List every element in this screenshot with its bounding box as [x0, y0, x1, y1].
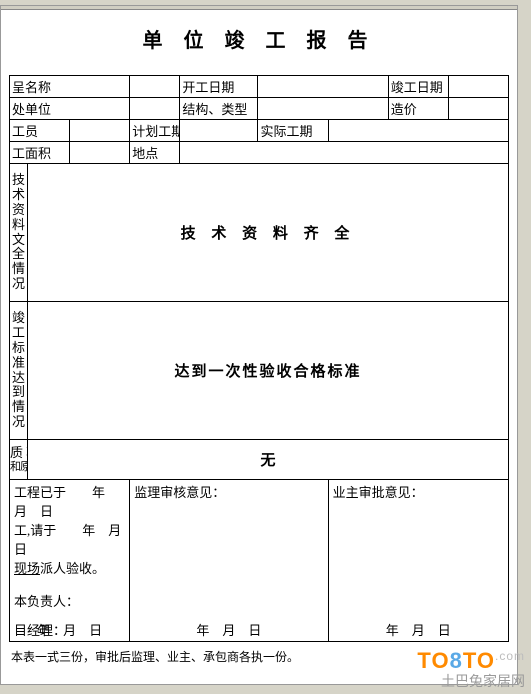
label-worker: 工员: [10, 120, 70, 142]
value-cell: [448, 98, 508, 120]
value-cell: [180, 142, 509, 164]
sig-date: 年 月 日: [329, 620, 508, 639]
label-actual: 实际工期: [258, 120, 328, 142]
section-tech: 技术资料文全情况 技 术 资 料 齐 全: [10, 164, 509, 302]
section-body: 达到一次性验收合格标准: [28, 302, 509, 440]
value-cell: [180, 120, 258, 142]
sig-date: 年 月 日: [10, 620, 129, 639]
value-cell: [130, 76, 180, 98]
value-cell: [328, 120, 508, 142]
table-row: 处单位 结构、类型 造价: [10, 98, 509, 120]
report-table: 呈名称 开工日期 竣工日期 处单位 结构、类型 造价 工员 计划工期: [9, 75, 509, 642]
label-cost: 造价: [388, 98, 448, 120]
label-struct: 结构、类型: [180, 98, 258, 120]
page-title: 单 位 竣 工 报 告: [9, 24, 509, 53]
table-row: 呈名称 开工日期 竣工日期: [10, 76, 509, 98]
label-area: 工面积: [10, 142, 70, 164]
sig-left: 工程已于 年 月 日 工,请于 年 月 日 现场派人验收。 本负责人： 目经理：…: [10, 480, 130, 642]
signature-row: 工程已于 年 月 日 工,请于 年 月 日 现场派人验收。 本负责人： 目经理：…: [10, 480, 509, 642]
label-start: 开工日期: [180, 76, 258, 98]
section-label: 质 项 和原因: [10, 440, 28, 480]
sig-right: 业主审批意见： 年 月 日: [328, 480, 508, 642]
section-body: 无: [28, 440, 509, 480]
value-cell: [130, 98, 180, 120]
sig-date: 年 月 日: [130, 620, 327, 639]
table-row: 工面积 地点: [10, 142, 509, 164]
value-cell: [70, 142, 130, 164]
ruler-bar: [1, 6, 517, 10]
label-unit: 处单位: [10, 98, 130, 120]
value-cell: [258, 76, 388, 98]
value-cell: [70, 120, 130, 142]
document-content: 单 位 竣 工 报 告 呈名称 开工日期 竣工日期: [1, 6, 517, 665]
table-row: 工员 计划工期 实际工期: [10, 120, 509, 142]
label-end: 竣工日期: [388, 76, 448, 98]
label-plan: 计划工期: [130, 120, 180, 142]
section-label: 技术资料文全情况: [10, 164, 28, 302]
footnote: 本表一式三份，审批后监理、业主、承包商各执一份。: [9, 648, 509, 665]
section-standard: 竣工标准达到情况 达到一次性验收合格标准: [10, 302, 509, 440]
value-cell: [258, 98, 388, 120]
sig-mid: 监理审核意见： 年 月 日: [130, 480, 328, 642]
document-page: 单 位 竣 工 报 告 呈名称 开工日期 竣工日期: [0, 5, 518, 685]
section-label: 竣工标准达到情况: [10, 302, 28, 440]
label-loc: 地点: [130, 142, 180, 164]
value-cell: [448, 76, 508, 98]
label-name: 呈名称: [10, 76, 130, 98]
section-body: 技 术 资 料 齐 全: [28, 164, 509, 302]
